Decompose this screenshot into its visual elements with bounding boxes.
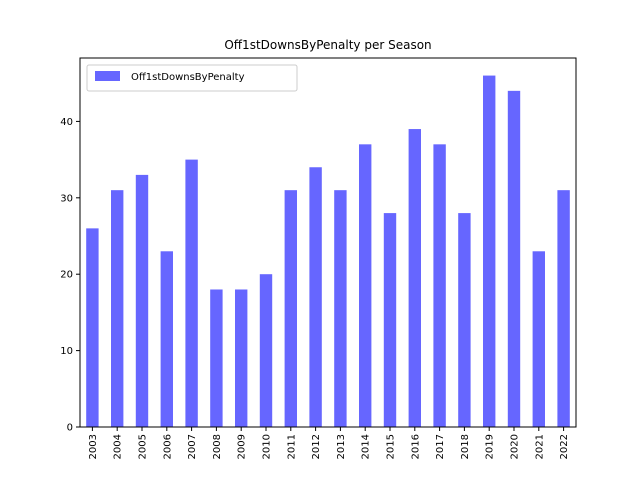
x-tick-label: 2015 [386, 434, 397, 459]
x-tick-label: 2012 [311, 434, 322, 459]
bar-2008 [210, 289, 223, 427]
legend-box [86, 64, 298, 92]
x-tick-label: 2003 [88, 434, 99, 459]
bar-2018 [458, 213, 471, 427]
x-tick-label: 2018 [460, 434, 471, 459]
bar-2006 [160, 251, 173, 427]
x-tick-label: 2016 [410, 434, 421, 459]
bar-2015 [383, 213, 397, 427]
x-tick-label: 2017 [435, 434, 446, 459]
bar-2022 [557, 190, 570, 427]
y-tick-label: 30 [60, 193, 73, 204]
bar-2020 [507, 90, 521, 427]
bar-2003 [86, 228, 99, 427]
y-tick-label: 10 [60, 346, 73, 357]
legend-label: Off1stDownsByPenalty [131, 72, 245, 83]
x-tick-label: 2009 [237, 434, 248, 459]
bar-2014 [359, 144, 372, 427]
x-tick-label: 2022 [559, 434, 570, 459]
x-tick-label: 2006 [162, 434, 173, 459]
bar-2005 [135, 174, 149, 427]
bars-group [86, 75, 570, 428]
bar-2019 [483, 75, 496, 427]
y-tick-label: 40 [60, 117, 73, 128]
bar-2016 [408, 129, 421, 428]
chart-title: Off1stDownsByPenalty per Season [224, 38, 431, 52]
y-tick-label: 0 [67, 423, 73, 434]
legend-swatch [95, 71, 120, 81]
x-tick-label: 2019 [485, 434, 496, 459]
x-tick-label: 2010 [262, 434, 273, 459]
y-tick-label: 20 [60, 270, 73, 281]
bar-2011 [284, 190, 297, 427]
bar-2010 [259, 274, 273, 427]
bar-2004 [111, 190, 124, 427]
plot-frame [79, 57, 577, 428]
bar-2021 [532, 251, 545, 427]
bar-2013 [334, 190, 347, 427]
x-tick-label: 2014 [361, 434, 372, 459]
x-tick-label: 2013 [336, 434, 347, 459]
y-axis-ticks: 0 10 20 30 40 [60, 117, 80, 434]
x-axis-ticks: 2003 2004 2005 2006 2007 2008 2009 2010 2011 2012… [88, 427, 570, 459]
x-tick-label: 2005 [138, 434, 149, 459]
x-tick-label: 2021 [534, 434, 545, 459]
x-tick-label: 2020 [510, 434, 521, 459]
x-tick-label: 2007 [187, 434, 198, 459]
x-tick-label: 2004 [113, 434, 124, 459]
bar-2012 [309, 167, 322, 427]
bar-2017 [433, 144, 446, 427]
legend: Off1stDownsByPenalty [86, 64, 298, 92]
bar-2007 [185, 159, 198, 428]
x-tick-label: 2011 [286, 434, 297, 459]
x-tick-label: 2008 [212, 434, 223, 459]
bar-2009 [235, 289, 248, 427]
